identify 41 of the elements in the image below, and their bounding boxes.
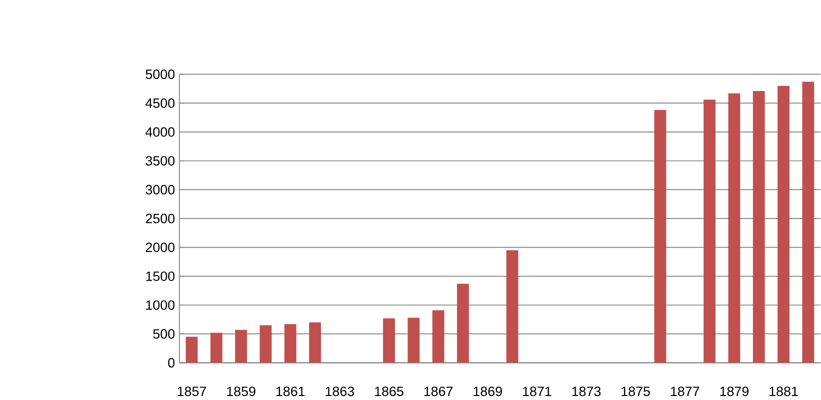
x-tick-label: 1867 — [424, 386, 453, 396]
bar — [186, 336, 198, 363]
x-tick-label: 1877 — [670, 386, 700, 396]
x-tick-label: 1869 — [474, 386, 502, 396]
y-tick-label: 2500 — [146, 214, 175, 224]
y-tick-label: 4500 — [146, 98, 175, 108]
bar — [778, 86, 790, 363]
bar — [752, 90, 765, 363]
bar — [260, 325, 272, 363]
bar — [506, 250, 518, 363]
bar — [432, 310, 444, 363]
bar — [383, 318, 395, 363]
x-tick-label: 1863 — [326, 386, 354, 396]
bar — [235, 330, 247, 363]
y-tick-label: 3000 — [146, 184, 175, 194]
bar — [802, 82, 814, 363]
x-tick-label: 1857 — [178, 386, 206, 396]
y-tick-label: 500 — [153, 329, 175, 339]
x-tick-label: 1859 — [227, 386, 256, 396]
bar — [704, 100, 716, 363]
y-tick-label: 3500 — [146, 156, 175, 166]
x-tick-label: 1871 — [523, 386, 552, 396]
x-tick-label: 1881 — [770, 386, 798, 396]
y-tick-label: 5000 — [146, 69, 175, 79]
x-tick-label: 1873 — [572, 386, 601, 396]
bar — [408, 318, 420, 363]
bar — [728, 93, 740, 363]
x-tick-label: 1879 — [720, 386, 749, 396]
bar — [457, 284, 469, 363]
y-tick-label: 0 — [168, 358, 175, 368]
x-tick-label: 1875 — [622, 386, 650, 396]
y-tick-label: 1500 — [146, 271, 175, 281]
bar — [309, 322, 321, 363]
y-tick-label: 1000 — [146, 300, 175, 310]
bar — [284, 324, 296, 363]
y-tick-label: 4000 — [146, 127, 175, 137]
x-tick-label: 1865 — [375, 386, 404, 396]
bar — [210, 332, 222, 363]
y-tick-label: 2000 — [146, 242, 175, 252]
x-tick-label: 1861 — [276, 386, 305, 396]
bar — [654, 110, 666, 363]
